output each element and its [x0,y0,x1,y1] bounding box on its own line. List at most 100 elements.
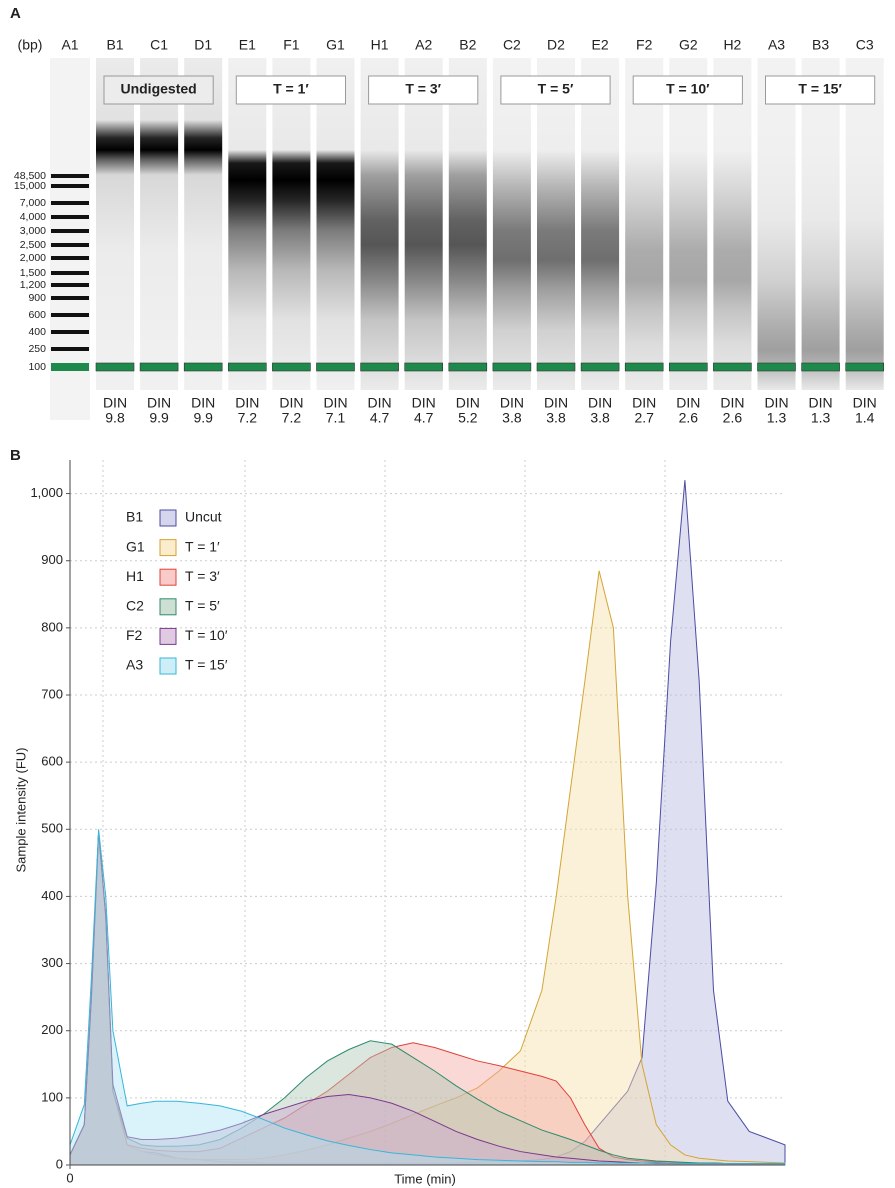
lane-smear [757,58,796,390]
lane-smear [669,58,708,390]
lane-smear [228,58,267,390]
lane-label: H1 [371,37,389,53]
panel-label: A [10,5,21,22]
ladder-band [51,174,89,178]
lane-smear [448,58,487,390]
legend-label: T = 15′ [185,657,228,673]
y-axis-label: Sample intensity (FU) [13,748,28,873]
lane-label: D1 [194,37,212,53]
lane-label: C3 [856,37,874,53]
din-label: DIN [279,395,303,411]
din-value: 9.8 [105,410,125,426]
ladder-label: 1,500 [20,267,46,279]
lane-smear [581,58,620,390]
y-tick-label: 700 [41,686,63,701]
y-tick-label: 1,000 [30,485,63,500]
series-area [69,570,786,1166]
series-area [69,832,786,1166]
y-tick-label: 300 [41,955,63,970]
din-value: 2.7 [634,410,654,426]
lower-marker [448,362,488,372]
group-box [765,75,876,105]
ladder-band [51,330,89,334]
series-area [69,829,786,1166]
panel-label: B [10,447,21,464]
lane-label: A1 [61,37,78,53]
series-area [69,832,786,1166]
ladder-label: 250 [28,343,46,355]
lower-marker [580,362,620,372]
lower-marker [624,362,664,372]
din-label: DIN [588,395,612,411]
din-label: DIN [147,395,171,411]
y-tick-label: 0 [56,1156,63,1171]
legend-swatch [159,509,177,527]
ladder-label: 7,000 [20,197,46,209]
ladder-band [51,313,89,317]
din-value: 1.3 [811,410,831,426]
lane-label: C1 [150,37,168,53]
y-tick-label: 600 [41,754,63,769]
legend-swatch [159,568,177,586]
din-value: 3.8 [546,410,566,426]
ladder-band [51,243,89,247]
group-box [500,75,611,105]
din-label: DIN [544,395,568,411]
lower-marker [95,362,135,372]
legend-swatch [159,598,177,616]
x-tick-label: 0 [66,1170,73,1185]
din-value: 2.6 [723,410,743,426]
lane-smear [96,58,134,390]
lane-smear [492,58,531,390]
ladder-band [51,296,89,300]
ladder-label: 100 [28,361,46,373]
ladder-band [51,283,89,287]
ladder-label: 3,000 [20,225,46,237]
lane-label: H2 [723,37,741,53]
lane-label: F2 [636,37,653,53]
group-box [235,75,346,105]
din-value: 1.3 [767,410,787,426]
y-tick-label: 500 [41,821,63,836]
din-value: 3.8 [590,410,610,426]
x-axis-label: Time (min) [394,1171,456,1186]
din-value: 4.7 [370,410,390,426]
y-tick-label: 200 [41,1022,63,1037]
din-value: 5.2 [458,410,478,426]
group-label: T = 5′ [538,81,574,97]
lower-marker [183,362,223,372]
ladder-band [51,271,89,275]
din-label: DIN [103,395,127,411]
lower-marker [139,362,179,372]
din-label: DIN [809,395,833,411]
lane-smear [316,58,355,390]
group-label: T = 1′ [273,81,309,97]
lower-marker [360,362,399,372]
din-label: DIN [235,395,259,411]
ladder-label: 1,200 [20,279,46,291]
lower-marker [668,362,708,372]
lane-smear [272,58,311,390]
legend-sample: G1 [126,538,145,554]
lane-smear [360,58,399,390]
lane-smear [140,58,179,390]
group-box [632,75,743,105]
unit-label: (bp) [18,37,43,53]
lane-smear [625,58,664,390]
legend-sample: B1 [126,509,143,525]
lane-label: B3 [812,37,829,53]
din-value: 7.2 [238,410,258,426]
din-label: DIN [853,395,877,411]
lane-label: C2 [503,37,521,53]
legend-label: T = 5′ [185,598,220,614]
din-label: DIN [720,395,744,411]
din-label: DIN [323,395,347,411]
legend-label: T = 10′ [185,627,228,643]
lane-label: F1 [283,37,300,53]
ladder-label: 900 [28,292,46,304]
lane-smear [845,58,884,390]
y-tick-label: 400 [41,888,63,903]
lower-marker [404,362,444,372]
lane-label: B1 [106,37,123,53]
